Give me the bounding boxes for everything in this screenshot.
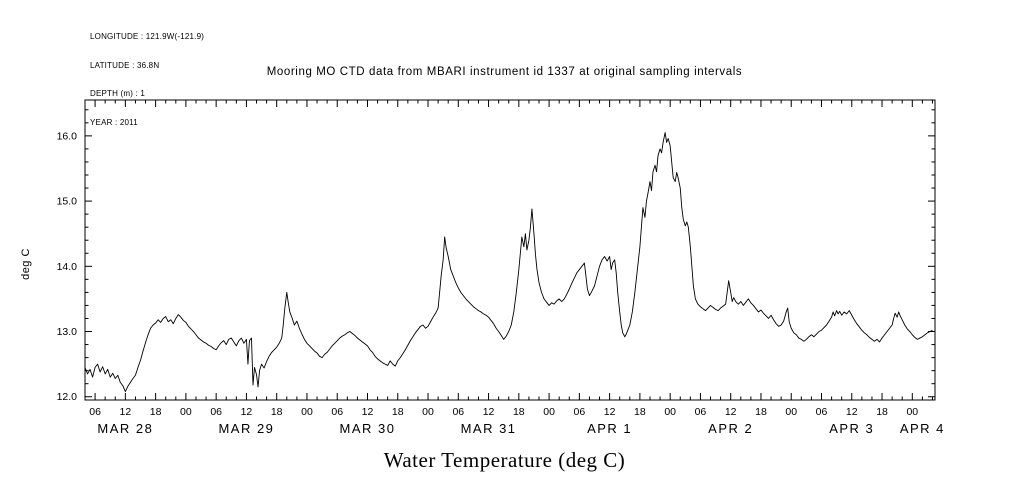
x-tick-label: 00 <box>543 406 555 418</box>
x-tick-label: 12 <box>362 406 374 418</box>
x-day-label: APR 1 <box>587 421 632 436</box>
x-tick-label: 12 <box>120 406 132 418</box>
metadata-depth: DEPTH (m) : 1 <box>90 89 146 98</box>
y-tick-label: 16.0 <box>57 130 78 142</box>
x-tick-label: 18 <box>634 406 646 418</box>
x-tick-label: 18 <box>755 406 767 418</box>
x-tick-label: 06 <box>816 406 828 418</box>
y-tick-label: 15.0 <box>57 196 78 208</box>
x-tick-label: 00 <box>180 406 192 418</box>
x-tick-label: 00 <box>664 406 676 418</box>
x-tick-label: 12 <box>725 406 737 418</box>
x-tick-label: 00 <box>422 406 434 418</box>
x-tick-label: 12 <box>604 406 616 418</box>
x-tick-label: 00 <box>785 406 797 418</box>
x-tick-label: 18 <box>150 406 162 418</box>
x-tick-label: 18 <box>513 406 525 418</box>
x-tick-label: 06 <box>452 406 464 418</box>
x-tick-label: 18 <box>271 406 283 418</box>
x-tick-label: 18 <box>392 406 404 418</box>
metadata-longitude: LONGITUDE : 121.9W(-121.9) <box>90 32 205 41</box>
x-tick-label: 00 <box>906 406 918 418</box>
chart-caption: Water Temperature (deg C) <box>383 448 626 472</box>
x-tick-label: 12 <box>846 406 858 418</box>
y-tick-label: 13.0 <box>57 326 78 338</box>
x-tick-label: 12 <box>483 406 495 418</box>
metadata-year: YEAR : 2011 <box>90 117 138 127</box>
plot-box <box>84 99 936 401</box>
y-tick-label: 12.0 <box>57 391 78 403</box>
x-tick-label: 06 <box>331 406 343 418</box>
metadata-latitude: LATITUDE : 36.8N <box>90 60 160 70</box>
x-tick-label: 18 <box>876 406 888 418</box>
x-day-label: APR 4 <box>900 421 945 436</box>
x-tick-label: 06 <box>695 406 707 418</box>
x-day-label: MAR 31 <box>461 421 517 436</box>
x-day-label: MAR 29 <box>218 421 274 436</box>
x-day-label: MAR 28 <box>97 421 153 436</box>
x-tick-label: 00 <box>301 406 313 418</box>
x-tick-label: 06 <box>574 406 586 418</box>
x-tick-label: 12 <box>241 406 253 418</box>
plot-title: Mooring MO CTD data from MBARI instrumen… <box>266 66 743 78</box>
x-tick-label: 06 <box>210 406 222 418</box>
x-day-label: APR 2 <box>708 421 753 436</box>
metadata-block: LONGITUDE : 121.9W(-121.9) LATITUDE : 36… <box>90 13 204 146</box>
x-tick-label: 06 <box>89 406 101 418</box>
x-day-label: APR 3 <box>829 421 874 436</box>
y-tick-label: 14.0 <box>57 261 78 273</box>
x-day-label: MAR 30 <box>340 421 396 436</box>
temperature-line <box>84 132 933 392</box>
